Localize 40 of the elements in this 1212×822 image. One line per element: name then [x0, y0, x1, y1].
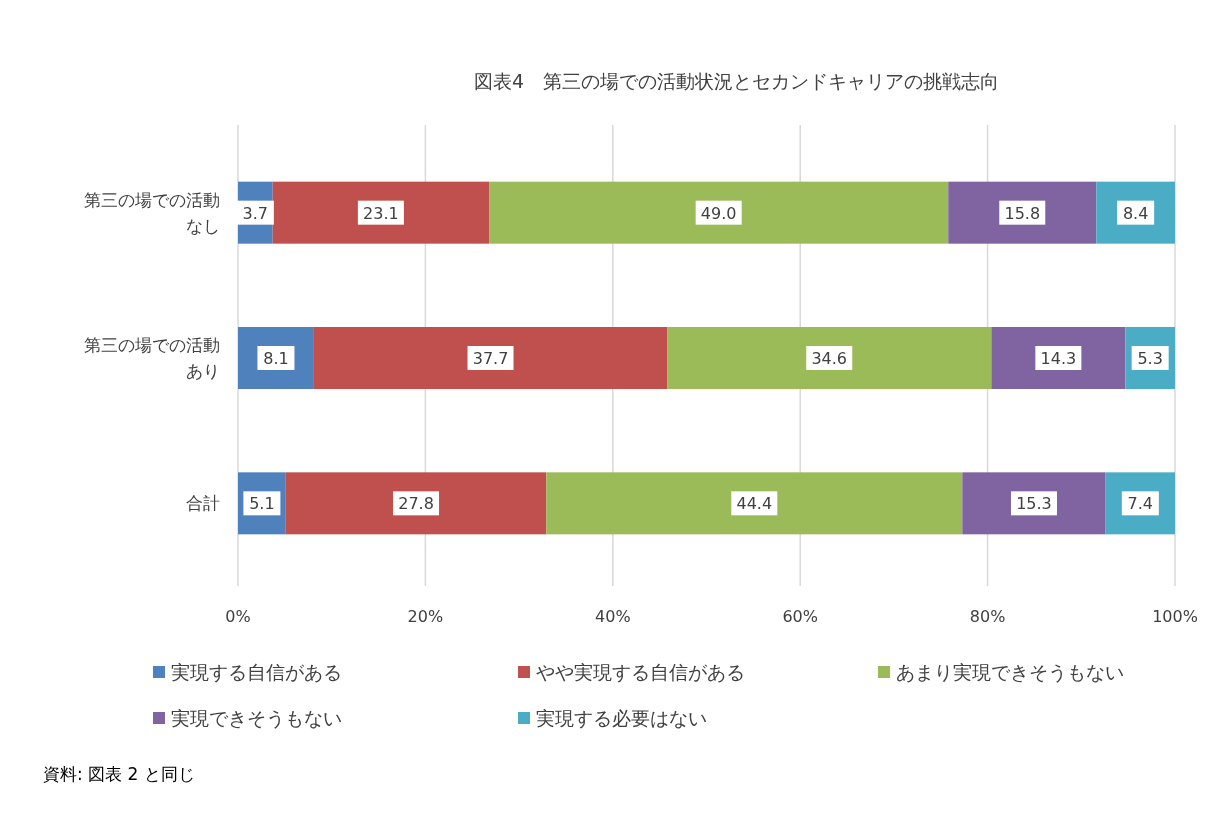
x-tick-label: 60% — [782, 607, 818, 626]
bar — [285, 472, 547, 535]
data-label: 23.1 — [363, 203, 399, 223]
data-label: 15.8 — [1004, 203, 1041, 223]
data-label: 14.3 — [1040, 349, 1077, 368]
bar — [313, 327, 668, 389]
x-tick-label: 80% — [969, 607, 1006, 626]
data-label: 7.4 — [1127, 494, 1154, 514]
bar — [948, 181, 1097, 244]
text: 資料: 図表 2 と同じ — [43, 764, 195, 784]
chart-title: 図表4 第三の場での活動状況とセカンドキャリアの挑戦志向 — [473, 70, 1000, 92]
legend-label: やや実現する自信がある — [536, 661, 745, 683]
data-label: 8.4 — [1122, 203, 1149, 223]
bar — [272, 181, 490, 244]
x-tick-label: 20% — [407, 607, 444, 626]
legend-label: 実現する自信がある — [171, 661, 342, 683]
data-label: 34.6 — [811, 349, 848, 368]
data-label: 37.7 — [472, 349, 509, 368]
x-tick-label: 0% — [225, 607, 251, 626]
data-label: 5.3 — [1137, 349, 1163, 368]
bar — [667, 327, 992, 389]
data-label: 49.0 — [700, 203, 737, 223]
bar — [489, 181, 949, 244]
data-label: 5.1 — [249, 494, 275, 514]
x-tick-label: 100% — [1152, 607, 1198, 626]
bar — [991, 327, 1126, 389]
data-label: 3.7 — [242, 203, 269, 223]
y-tick-label: 第三の場での活動なし — [84, 189, 220, 236]
legend-label: 実現できそうもない — [171, 707, 342, 729]
legend-label: あまり実現できそうもない — [896, 661, 1124, 683]
bar — [546, 472, 963, 535]
data-label: 15.3 — [1016, 494, 1052, 514]
y-tick-label: 第三の場での活動あり — [84, 335, 220, 381]
bar — [962, 472, 1106, 535]
data-label: 8.1 — [263, 349, 289, 368]
x-tick-label: 40% — [595, 607, 631, 626]
data-label: 44.4 — [736, 494, 773, 514]
legend-label: 実現する必要はない — [536, 707, 707, 729]
data-label: 27.8 — [398, 494, 434, 514]
y-tick-label: 合計 — [186, 493, 220, 514]
